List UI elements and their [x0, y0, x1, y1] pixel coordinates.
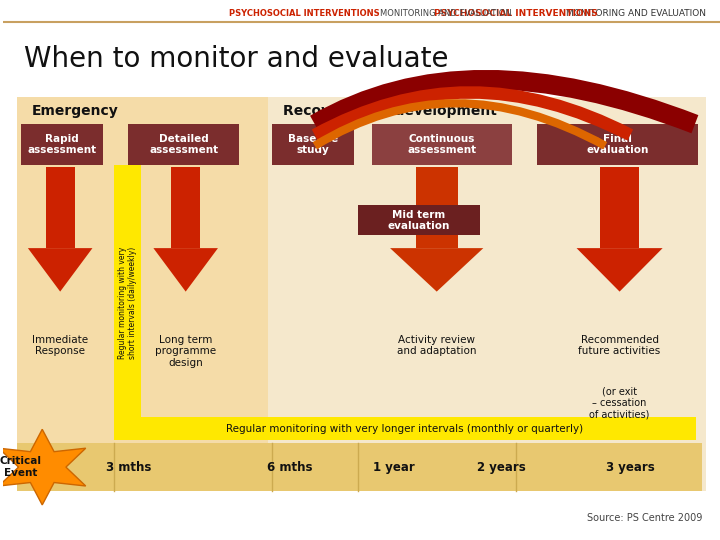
Text: Continuous
assessment: Continuous assessment — [408, 134, 477, 156]
Text: Recommended
future activities: Recommended future activities — [578, 335, 661, 356]
Text: 3 years: 3 years — [606, 461, 654, 474]
Text: Rapid
assessment: Rapid assessment — [27, 134, 96, 156]
Text: Regular monitoring with very
short intervals (daily/weekly): Regular monitoring with very short inter… — [118, 246, 138, 359]
Polygon shape — [616, 126, 630, 135]
Text: Long term
programme
design: Long term programme design — [155, 335, 216, 368]
Text: Regular monitoring with very longer intervals (monthly or quarterly): Regular monitoring with very longer inte… — [226, 424, 583, 434]
Polygon shape — [153, 248, 218, 292]
FancyBboxPatch shape — [171, 167, 200, 248]
Text: Critical
Event: Critical Event — [0, 456, 41, 478]
Polygon shape — [593, 138, 606, 146]
FancyBboxPatch shape — [358, 205, 480, 235]
FancyBboxPatch shape — [17, 97, 268, 491]
FancyBboxPatch shape — [372, 124, 512, 165]
Text: (or exit
– cessation
of activities): (or exit – cessation of activities) — [590, 386, 649, 419]
FancyBboxPatch shape — [600, 167, 639, 248]
FancyBboxPatch shape — [271, 124, 354, 165]
FancyBboxPatch shape — [415, 167, 458, 248]
FancyBboxPatch shape — [17, 443, 702, 491]
Text: When to monitor and evaluate: When to monitor and evaluate — [24, 45, 449, 73]
Polygon shape — [28, 248, 92, 292]
Text: 3 mths: 3 mths — [106, 461, 151, 474]
Polygon shape — [677, 114, 695, 124]
FancyBboxPatch shape — [268, 97, 706, 491]
Text: Baseline
study: Baseline study — [288, 134, 338, 156]
Text: PSYCHOSOCIAL INTERVENTIONS: PSYCHOSOCIAL INTERVENTIONS — [434, 9, 598, 18]
Polygon shape — [0, 429, 86, 505]
Text: Emergency: Emergency — [32, 104, 118, 118]
Polygon shape — [390, 248, 483, 292]
FancyBboxPatch shape — [537, 124, 698, 165]
Text: 1 year: 1 year — [373, 461, 415, 474]
Polygon shape — [577, 248, 662, 292]
Text: Detailed
assessment: Detailed assessment — [149, 134, 218, 156]
Text: Source: PS Centre 2009: Source: PS Centre 2009 — [587, 514, 702, 523]
Text: Mid term
evaluation: Mid term evaluation — [387, 210, 450, 231]
Text: MONITORING AND EVALUATION: MONITORING AND EVALUATION — [380, 9, 512, 18]
FancyBboxPatch shape — [45, 167, 75, 248]
FancyBboxPatch shape — [128, 124, 240, 165]
Text: PSYCHOSOCIAL INTERVENTIONS: PSYCHOSOCIAL INTERVENTIONS — [229, 9, 379, 18]
FancyBboxPatch shape — [114, 165, 141, 440]
Text: 6 mths: 6 mths — [267, 461, 312, 474]
Text: Activity review
and adaptation: Activity review and adaptation — [397, 335, 477, 356]
Text: 2 years: 2 years — [477, 461, 526, 474]
FancyBboxPatch shape — [114, 417, 696, 440]
Text: MONITORING AND EVALUATION: MONITORING AND EVALUATION — [566, 9, 706, 18]
Text: Final
evaluation: Final evaluation — [587, 134, 649, 156]
Text: Recovery and development: Recovery and development — [282, 104, 496, 118]
Text: Immediate
Response: Immediate Response — [32, 335, 89, 356]
FancyBboxPatch shape — [21, 124, 103, 165]
